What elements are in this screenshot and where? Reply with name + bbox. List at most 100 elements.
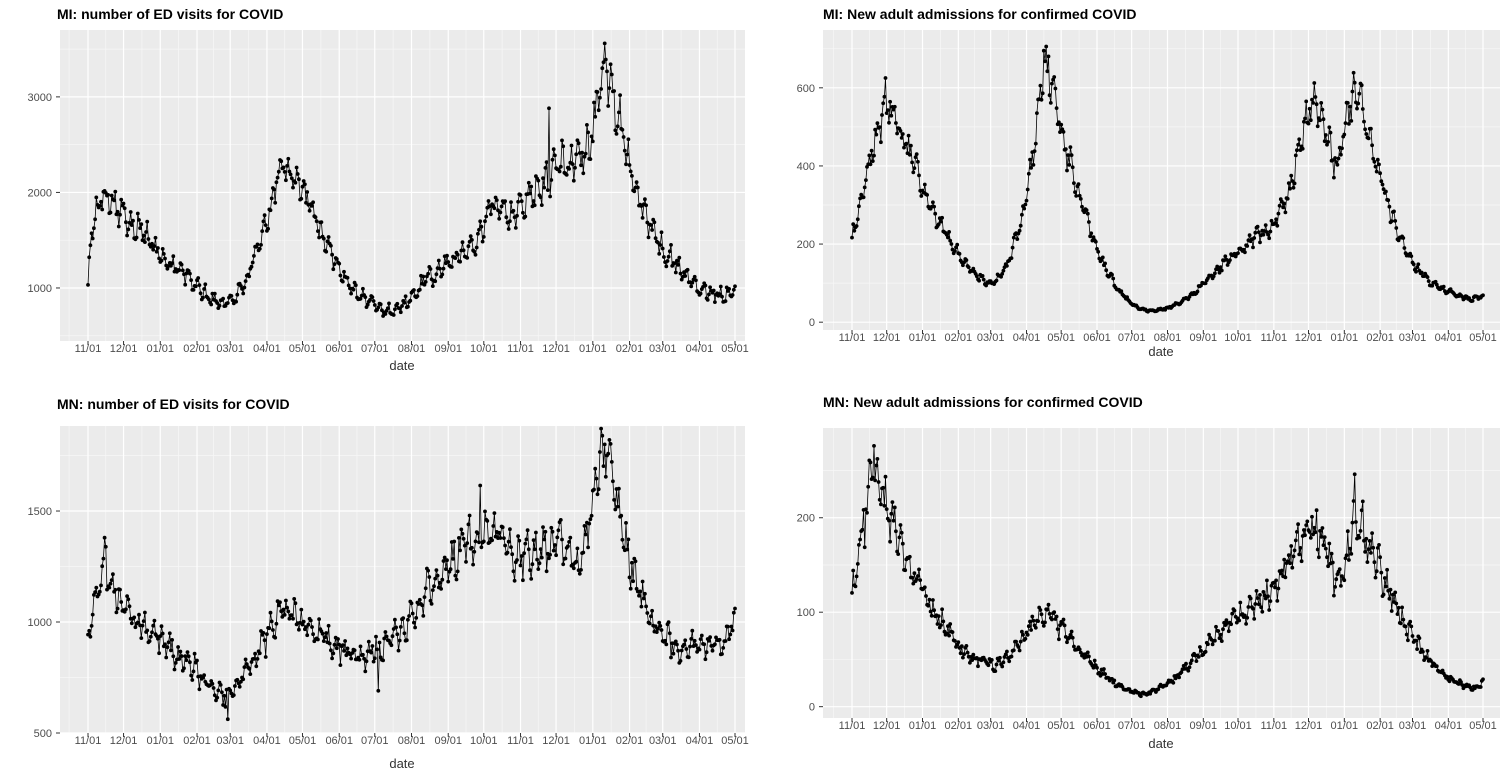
svg-text:03/01: 03/01 [649, 343, 677, 355]
x-axis-tick-labels: 11/01 12/01 01/01 02/01 03/01 04/01 05/01 06/01… [839, 720, 1497, 732]
svg-text:03/01: 03/01 [649, 735, 677, 747]
plot-area-mn-admissions: 11/01 12/01 01/01 02/01 03/01 04/01 05/01 06/01… [797, 428, 1500, 732]
svg-text:100: 100 [797, 607, 815, 619]
panel-background [823, 428, 1500, 718]
x-axis-tick-labels: 11/01 12/01 01/01 02/01 03/01 04/01 05/01 06/01… [75, 343, 749, 355]
data-points [86, 426, 737, 722]
y-axis-tick-labels: 0 200 400 600 [797, 83, 815, 329]
grid-minor [60, 426, 745, 733]
chart-mn-admissions: MN: New adult admissions for confirmed C… [753, 384, 1506, 768]
svg-text:600: 600 [797, 83, 815, 95]
x-axis-title: date [1148, 344, 1174, 359]
svg-text:1500: 1500 [28, 506, 52, 518]
svg-text:09/01: 09/01 [434, 343, 462, 355]
svg-text:08/01: 08/01 [398, 735, 426, 747]
svg-text:10/01: 10/01 [1224, 720, 1252, 732]
svg-text:0: 0 [809, 317, 815, 329]
svg-text:11/01: 11/01 [507, 343, 534, 355]
svg-text:07/01: 07/01 [361, 343, 389, 355]
svg-text:03/01: 03/01 [216, 343, 244, 355]
svg-text:11/01: 11/01 [839, 720, 866, 732]
svg-text:04/01: 04/01 [1013, 332, 1041, 344]
data-points [850, 444, 1485, 699]
svg-text:12/01: 12/01 [542, 735, 570, 747]
svg-text:04/01: 04/01 [253, 343, 281, 355]
svg-text:04/01: 04/01 [1435, 332, 1463, 344]
chart-title: MI: New adult admissions for confirmed C… [823, 6, 1137, 22]
svg-text:01/01: 01/01 [579, 343, 607, 355]
svg-text:03/01: 03/01 [216, 735, 244, 747]
axis-tick-marks [56, 96, 736, 345]
svg-text:200: 200 [797, 239, 815, 251]
axis-tick-marks [819, 517, 1484, 722]
svg-text:12/01: 12/01 [110, 343, 138, 355]
svg-text:02/01: 02/01 [945, 720, 973, 732]
svg-text:09/01: 09/01 [1190, 332, 1218, 344]
svg-text:02/01: 02/01 [183, 735, 211, 747]
svg-text:04/01: 04/01 [1435, 720, 1463, 732]
svg-text:09/01: 09/01 [434, 735, 462, 747]
chart-mi-ed-visits: MI: number of ED visits for COVID 11/01 1… [0, 0, 753, 384]
svg-text:07/01: 07/01 [361, 735, 389, 747]
svg-text:1000: 1000 [28, 283, 52, 295]
svg-text:01/01: 01/01 [147, 735, 175, 747]
chart-mn-ed-visits: MN: number of ED visits for COVID 11/01 1… [0, 384, 753, 768]
svg-text:05/01: 05/01 [289, 735, 317, 747]
svg-text:10/01: 10/01 [1224, 332, 1252, 344]
svg-text:05/01: 05/01 [1047, 720, 1075, 732]
y-axis-tick-labels: 0 100 200 [797, 513, 815, 714]
svg-text:05/01: 05/01 [721, 343, 749, 355]
svg-text:04/01: 04/01 [686, 343, 714, 355]
svg-text:11/01: 11/01 [839, 332, 866, 344]
svg-text:07/01: 07/01 [1118, 332, 1146, 344]
svg-text:08/01: 08/01 [1154, 332, 1182, 344]
y-axis-tick-labels: 500 1000 1500 [28, 506, 52, 740]
svg-text:02/01: 02/01 [183, 343, 211, 355]
svg-text:05/01: 05/01 [1469, 720, 1497, 732]
svg-text:11/01: 11/01 [1260, 332, 1287, 344]
svg-text:05/01: 05/01 [289, 343, 317, 355]
grid-minor [60, 30, 745, 341]
svg-text:02/01: 02/01 [1366, 720, 1394, 732]
svg-text:04/01: 04/01 [1013, 720, 1041, 732]
x-axis-title: date [1148, 736, 1174, 751]
svg-text:03/01: 03/01 [1399, 332, 1427, 344]
x-axis-title: date [389, 358, 415, 373]
svg-text:07/01: 07/01 [1118, 720, 1146, 732]
svg-text:12/01: 12/01 [873, 332, 901, 344]
svg-text:04/01: 04/01 [253, 735, 281, 747]
svg-text:12/01: 12/01 [1295, 332, 1323, 344]
svg-text:05/01: 05/01 [1047, 332, 1075, 344]
data-points [850, 44, 1485, 314]
svg-text:12/01: 12/01 [110, 735, 138, 747]
svg-text:400: 400 [797, 161, 815, 173]
svg-text:11/01: 11/01 [75, 735, 102, 747]
grid-major [60, 30, 745, 341]
svg-text:06/01: 06/01 [325, 343, 353, 355]
svg-text:500: 500 [34, 728, 52, 740]
grid-minor [823, 428, 1500, 718]
svg-text:1000: 1000 [28, 617, 52, 629]
svg-text:10/01: 10/01 [470, 343, 498, 355]
svg-text:02/01: 02/01 [1366, 332, 1394, 344]
svg-text:10/01: 10/01 [470, 735, 498, 747]
grid-minor [823, 30, 1500, 330]
chart-title: MI: number of ED visits for COVID [57, 6, 284, 22]
svg-text:03/01: 03/01 [977, 332, 1005, 344]
svg-text:02/01: 02/01 [616, 735, 644, 747]
svg-text:08/01: 08/01 [398, 343, 426, 355]
svg-text:03/01: 03/01 [977, 720, 1005, 732]
svg-text:11/01: 11/01 [75, 343, 102, 355]
svg-text:02/01: 02/01 [945, 332, 973, 344]
svg-text:12/01: 12/01 [1295, 720, 1323, 732]
svg-text:08/01: 08/01 [1154, 720, 1182, 732]
svg-text:01/01: 01/01 [1331, 332, 1359, 344]
svg-text:01/01: 01/01 [1331, 720, 1359, 732]
svg-text:11/01: 11/01 [507, 735, 534, 747]
data-points [86, 41, 737, 318]
svg-text:01/01: 01/01 [909, 720, 937, 732]
x-axis-tick-labels: 11/01 12/01 01/01 02/01 03/01 04/01 05/01 06/01… [75, 735, 749, 747]
svg-text:02/01: 02/01 [616, 343, 644, 355]
svg-text:2000: 2000 [28, 187, 52, 199]
svg-text:01/01: 01/01 [579, 735, 607, 747]
